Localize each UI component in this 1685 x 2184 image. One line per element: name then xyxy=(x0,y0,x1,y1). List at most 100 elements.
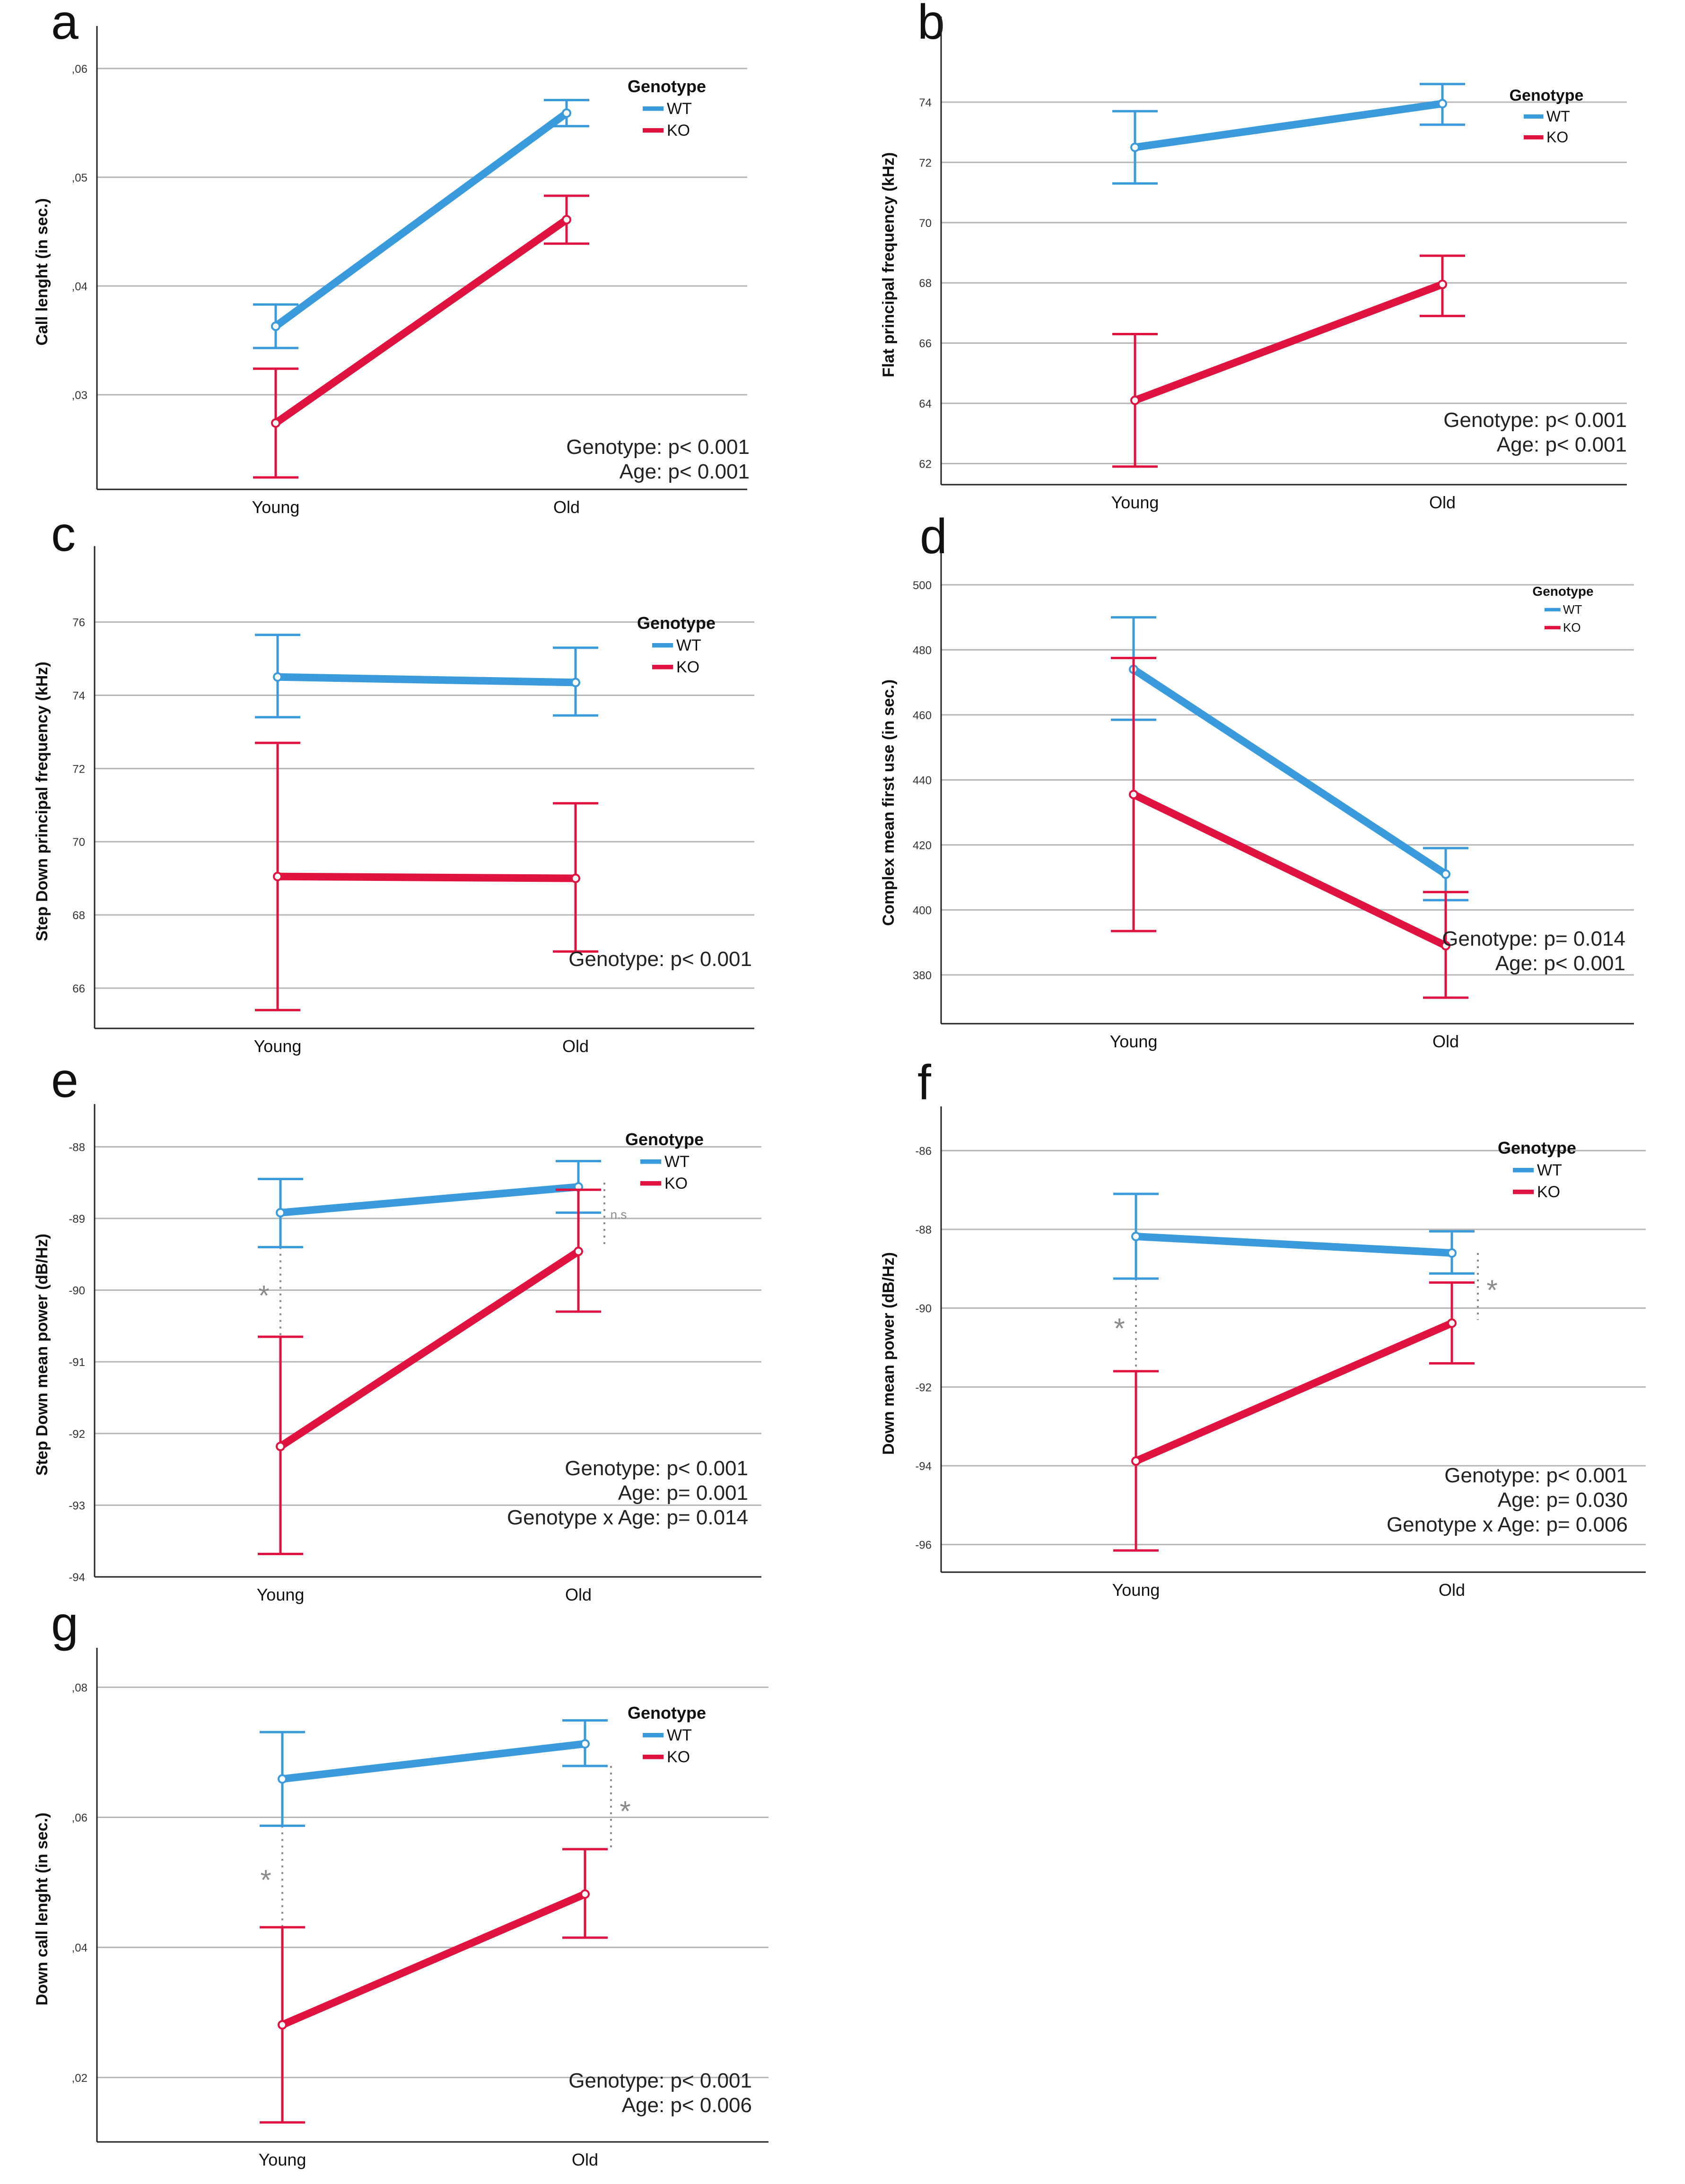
data-point xyxy=(271,322,280,331)
data-point xyxy=(562,108,571,118)
y-tick-label: 68 xyxy=(919,277,932,290)
y-tick-label: -88 xyxy=(69,1141,85,1154)
legend-entry: KO xyxy=(1563,620,1581,635)
series-line xyxy=(274,872,579,882)
legend-title: Genotype xyxy=(637,613,716,633)
y-tick-label: -92 xyxy=(69,1428,85,1441)
x-tick-label: Old xyxy=(1439,1580,1465,1600)
legend-entry: WT xyxy=(1563,602,1582,617)
y-axis-label: Complex mean first use (in sec.) xyxy=(880,679,898,926)
series-line xyxy=(1132,1233,1456,1257)
data-point xyxy=(562,215,571,225)
series-line xyxy=(1130,791,1449,949)
y-tick-label: ,02 xyxy=(72,2072,87,2085)
stats-line: Age: p< 0.006 xyxy=(622,2094,752,2117)
x-tick-label: Young xyxy=(257,1585,305,1604)
significance-star: * xyxy=(260,1864,271,1896)
data-point xyxy=(273,672,282,682)
data-point xyxy=(1438,99,1447,109)
series-line xyxy=(1132,1319,1456,1465)
y-tick-label: 70 xyxy=(919,217,932,230)
legend: Genotype WT KO xyxy=(625,1130,704,1192)
data-point xyxy=(574,1246,583,1256)
y-tick-label: ,08 xyxy=(72,1681,87,1694)
panel-b: b 62 64 66 68 70 72 74 Young Old Flat principal fr… xyxy=(880,0,1627,512)
series-wt xyxy=(1111,616,1468,902)
legend-title: Genotype xyxy=(625,1130,704,1149)
series-line xyxy=(1130,665,1449,878)
legend-entry: WT xyxy=(667,1726,692,1744)
series-ko xyxy=(1111,657,1468,999)
legend: Genotype WT KO xyxy=(1510,87,1584,146)
panel-a: a ,03 ,04 ,05 ,06 Young Old Call lenght (in sec… xyxy=(33,0,750,517)
significance-star: * xyxy=(620,1795,630,1827)
y-tick-label: ,04 xyxy=(72,280,87,293)
y-tick-label: 74 xyxy=(919,96,932,109)
data-point xyxy=(1130,395,1140,405)
series-line xyxy=(1131,100,1446,151)
x-tick-label: Young xyxy=(1110,1032,1158,1051)
stats-line: Age: p< 0.001 xyxy=(620,460,750,483)
series-ko xyxy=(253,194,589,479)
stats-line: Genotype: p< 0.001 xyxy=(566,435,750,459)
series-line xyxy=(279,1740,589,1783)
series-wt xyxy=(253,99,589,349)
legend-entry: WT xyxy=(676,636,701,654)
y-tick-label: 420 xyxy=(913,839,932,852)
y-tick-label: ,03 xyxy=(72,389,87,402)
data-point xyxy=(278,1774,287,1784)
data-point xyxy=(571,873,580,883)
series-wt xyxy=(1113,1192,1475,1280)
panel-letter: a xyxy=(51,0,79,50)
stats-line: Age: p= 0.030 xyxy=(1498,1488,1628,1512)
y-tick-label: -94 xyxy=(915,1460,932,1473)
data-point xyxy=(1438,279,1447,289)
legend-title: Genotype xyxy=(1532,584,1593,599)
x-tick-label: Young xyxy=(1112,1580,1160,1600)
y-tick-label: 74 xyxy=(72,689,85,702)
y-tick-label: 66 xyxy=(72,983,85,995)
panel-letter: c xyxy=(51,507,76,562)
y-axis-label: Flat principal frequency (kHz) xyxy=(880,152,898,377)
data-point xyxy=(1441,869,1450,879)
panel-letter: d xyxy=(920,509,947,564)
series-line xyxy=(277,1247,582,1451)
y-tick-label: 66 xyxy=(919,338,932,350)
panel-letter: f xyxy=(917,1055,932,1110)
series-wt xyxy=(260,1719,608,1827)
y-tick-label: -90 xyxy=(915,1303,932,1315)
legend: Genotype WT KO xyxy=(628,1703,706,1766)
y-tick-label: 64 xyxy=(919,398,932,410)
legend-entry: KO xyxy=(1546,129,1568,146)
stats-line: Age: p= 0.001 xyxy=(618,1481,748,1505)
significance-star: * xyxy=(258,1279,269,1311)
y-tick-label: ,06 xyxy=(72,63,87,76)
y-tick-label: -96 xyxy=(915,1539,932,1552)
x-tick-label: Old xyxy=(562,1036,589,1056)
y-tick-label: -86 xyxy=(915,1145,932,1157)
data-point xyxy=(276,1442,285,1452)
series-line xyxy=(277,1183,582,1217)
data-point xyxy=(1131,1232,1141,1241)
legend-entry: KO xyxy=(676,658,699,676)
series-ko xyxy=(260,1848,608,2124)
y-tick-label: 62 xyxy=(919,458,932,470)
y-tick-label: 72 xyxy=(919,157,932,169)
legend-entry: WT xyxy=(1537,1161,1562,1179)
y-tick-label: -90 xyxy=(69,1285,85,1297)
panel-letter: b xyxy=(917,0,945,50)
y-tick-label: -93 xyxy=(69,1499,85,1512)
y-tick-label: 72 xyxy=(72,763,85,775)
data-point xyxy=(273,871,282,881)
legend-title: Genotype xyxy=(1498,1138,1576,1157)
legend: Genotype WT KO xyxy=(628,77,706,139)
data-point xyxy=(278,2020,287,2030)
y-tick-label: 76 xyxy=(72,617,85,629)
legend: Genotype WT KO xyxy=(1498,1138,1576,1201)
series-line xyxy=(1131,280,1446,404)
legend-title: Genotype xyxy=(628,77,706,96)
legend-entry: KO xyxy=(667,1748,690,1766)
stats-line: Genotype: p< 0.001 xyxy=(1444,1464,1628,1487)
stats-line: Genotype: p< 0.001 xyxy=(1443,409,1627,432)
legend-entry: WT xyxy=(664,1153,690,1171)
